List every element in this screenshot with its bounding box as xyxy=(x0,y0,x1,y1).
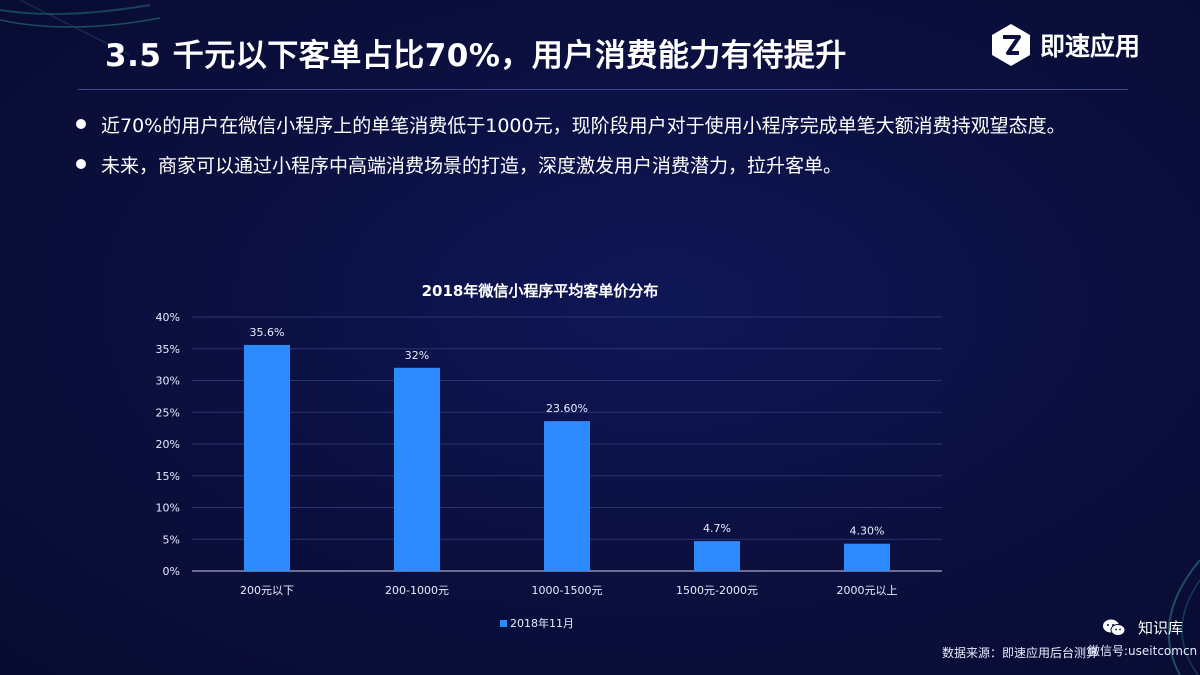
bullet-item: 近70%的用户在微信小程序上的单笔消费低于1000元，现阶段用户对于使用小程序完… xyxy=(76,104,1066,144)
wechat-icon xyxy=(1103,619,1126,636)
chart-title: 2018年微信小程序平均客单价分布 xyxy=(421,282,659,300)
bar xyxy=(244,344,290,571)
bar xyxy=(844,543,890,571)
y-tick-label: 5% xyxy=(163,533,180,546)
data-label: 4.30% xyxy=(850,525,885,538)
data-label: 32% xyxy=(405,349,429,362)
x-tick-label: 1000-1500元 xyxy=(532,584,603,597)
logo-text: 即速应用 xyxy=(1040,32,1141,61)
y-tick-label: 30% xyxy=(156,375,180,388)
watermark: 知识库 xyxy=(1102,617,1183,638)
slide-title: 3.5 千元以下客单占比70%，用户消费能力有待提升 xyxy=(105,38,847,74)
legend-swatch xyxy=(500,619,507,627)
legend-label: 2018年11月 xyxy=(510,617,574,630)
x-tick-label: 1500元-2000元 xyxy=(676,584,758,597)
y-tick-label: 10% xyxy=(156,502,180,515)
x-tick-label: 2000元以上 xyxy=(837,584,898,597)
bullet-list: 近70%的用户在微信小程序上的单笔消费低于1000元，现阶段用户对于使用小程序完… xyxy=(76,104,1066,184)
y-tick-label: 40% xyxy=(156,311,180,324)
bullet-dot-icon xyxy=(76,159,86,169)
bullet-item: 未来，商家可以通过小程序中高端消费场景的打造，深度激发用户消费潜力，拉升客单。 xyxy=(76,144,1066,184)
x-tick-label: 200元以下 xyxy=(240,584,294,597)
y-tick-label: 0% xyxy=(163,565,180,578)
x-tick-label: 200-1000元 xyxy=(385,584,449,597)
logo-icon xyxy=(992,24,1030,66)
bullet-text: 未来，商家可以通过小程序中高端消费场景的打造，深度激发用户消费潜力，拉升客单。 xyxy=(101,154,843,177)
bullet-dot-icon xyxy=(76,119,86,129)
leaf-decoration-icon xyxy=(1167,560,1200,675)
data-label: 35.6% xyxy=(250,326,285,339)
data-label: 23.60% xyxy=(546,402,588,415)
title-divider xyxy=(78,89,1128,90)
watermark-title: 知识库 xyxy=(1138,619,1184,637)
data-source: 数据来源：即速应用后台测算 xyxy=(942,646,1099,660)
chart-legend: 2018年11月 xyxy=(500,615,574,631)
logo: 即速应用 xyxy=(988,22,1140,68)
leaf-decoration-icon xyxy=(0,0,161,56)
y-tick-label: 25% xyxy=(156,406,180,419)
watermark-subtitle: 微信号:useitcomcn xyxy=(1088,644,1198,658)
y-tick-label: 15% xyxy=(156,470,180,483)
y-tick-label: 20% xyxy=(156,438,180,451)
y-tick-label: 35% xyxy=(156,343,180,356)
bar xyxy=(544,421,590,571)
bullet-text: 近70%的用户在微信小程序上的单笔消费低于1000元，现阶段用户对于使用小程序完… xyxy=(101,114,1066,137)
bar xyxy=(694,541,740,571)
bar xyxy=(394,367,440,571)
data-label: 4.7% xyxy=(703,522,731,535)
